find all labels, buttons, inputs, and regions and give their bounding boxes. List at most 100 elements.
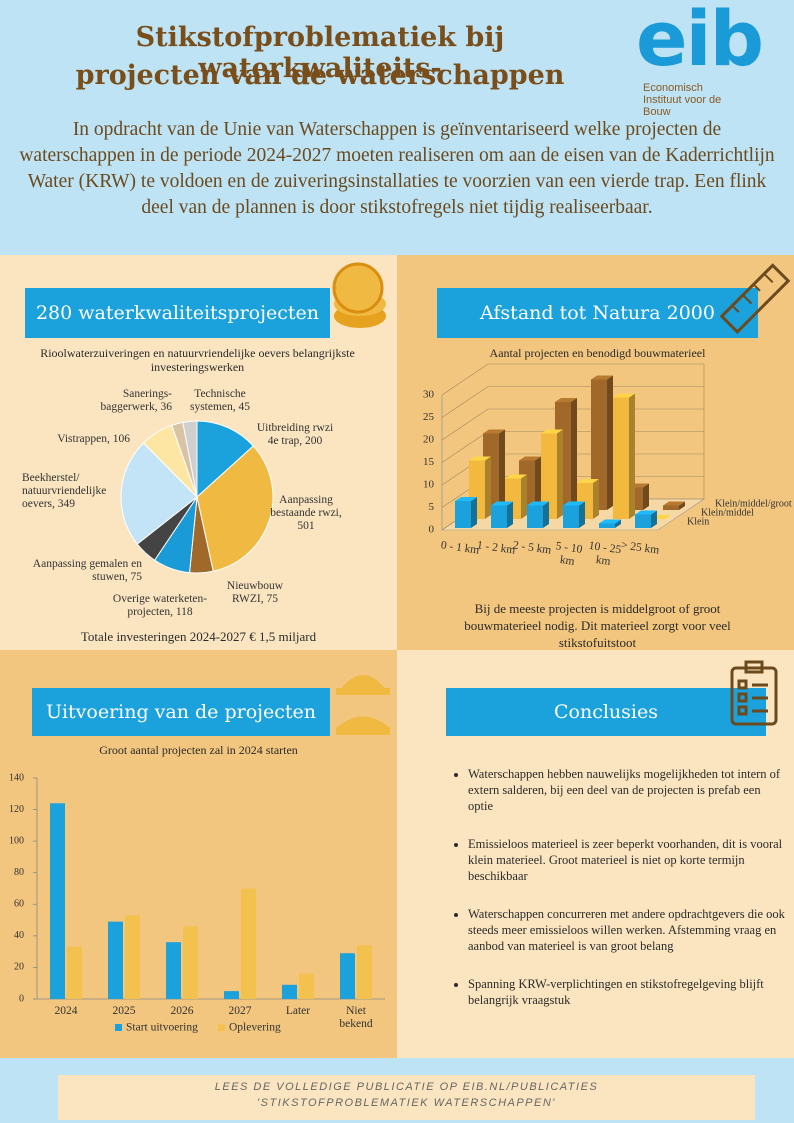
pie-slice <box>120 442 198 545</box>
legend-label: Oplevering <box>229 1022 281 1034</box>
bar <box>125 915 140 999</box>
pie-slice <box>196 420 255 499</box>
bar <box>491 505 507 528</box>
slice-label: Technische systemen, 45 <box>189 388 251 413</box>
bar-side <box>471 497 477 528</box>
bar-side <box>643 483 649 510</box>
bar <box>50 803 65 999</box>
bar <box>599 523 615 528</box>
icon-coins <box>332 262 386 328</box>
bar-top <box>635 510 657 515</box>
x-tick-label: 2025 <box>112 1005 136 1017</box>
bar <box>108 921 123 999</box>
bar-top <box>591 375 613 380</box>
conclusion-item: Emissieloos materieel is zeer beperkt vo… <box>468 836 788 884</box>
bar <box>241 888 256 999</box>
bar-top <box>577 479 599 483</box>
pie-slice <box>196 445 274 572</box>
section-heading: 280 waterkwaliteitsprojecten <box>25 288 330 338</box>
conclusion-item: Waterschappen hebben nauwelijks mogelijk… <box>468 766 788 814</box>
bar-top <box>541 429 563 434</box>
title: Stikstofproblematiek bij waterkwaliteits… <box>135 22 505 84</box>
bar-top <box>555 398 577 402</box>
bar <box>166 942 181 999</box>
bar <box>224 991 239 999</box>
chart-subtitle: Rioolwaterzuiveringen en natuurvriendeli… <box>40 346 355 374</box>
legend-label: Klein/middel/groot <box>715 498 792 509</box>
bar <box>613 397 629 519</box>
slice-label: Nieuwbouw RWZI, 75 <box>226 580 284 605</box>
bar <box>663 505 679 510</box>
bar <box>563 505 579 528</box>
bar <box>340 953 355 999</box>
y-tick-label: 15 <box>423 456 435 468</box>
conclusion-item: Waterschappen concurreren met andere opd… <box>468 906 788 954</box>
legend-swatch <box>218 1024 225 1031</box>
y-tick-label: 120 <box>9 804 24 815</box>
slice-label: Overige waterketen-projecten, 118 <box>112 593 208 618</box>
section-heading: Uitvoering van de projecten <box>32 688 330 736</box>
conclusion-item: Spanning KRW-verplichtingen en stikstofr… <box>468 976 788 1008</box>
logo-subtitle: Economisch Instituut voor de Bouw <box>643 82 722 118</box>
bar-side <box>579 501 585 528</box>
legend-label: Start uitvoering <box>126 1022 198 1034</box>
bar <box>455 501 471 528</box>
title: projecten van de waterschappen <box>75 60 565 91</box>
bar-side <box>557 429 563 519</box>
y-tick-label: 0 <box>19 993 24 1004</box>
bar <box>183 926 198 999</box>
section-heading: Conclusies <box>446 688 766 736</box>
y-tick-label: 20 <box>423 434 435 446</box>
bar <box>299 973 314 999</box>
y-tick-label: 20 <box>14 962 24 973</box>
bar-top <box>663 501 685 506</box>
slice-label: Vistrappen, 106 <box>57 433 130 445</box>
slice-label: Aanpassing bestaande rwzi, 501 <box>270 494 342 532</box>
bar <box>591 379 607 510</box>
bar-side <box>499 429 505 510</box>
bar-top <box>491 501 513 506</box>
y-tick-label: 10 <box>423 479 435 491</box>
bar-side <box>543 501 549 528</box>
footer-text: 'STIKSTOFPROBLEMATIEK WATERSCHAPPEN' <box>257 1097 556 1109</box>
bar-top <box>455 497 477 501</box>
legend-label: Klein <box>687 516 709 527</box>
bar-top <box>469 456 491 461</box>
icon-clipboard <box>730 660 778 726</box>
intro: In opdracht van de Unie van Waterschappe… <box>19 119 775 218</box>
bar-top <box>613 393 635 398</box>
legend-label: Klein/middel <box>701 507 754 518</box>
bar-side <box>593 479 599 519</box>
chart-subtitle: Groot aantal projecten zal in 2024 start… <box>99 743 298 757</box>
icon-worker <box>336 675 390 735</box>
chart-note: Bij de meeste projecten is middelgroot o… <box>464 601 731 650</box>
y-tick-label: 140 <box>9 772 24 783</box>
bar <box>541 433 557 519</box>
y-tick-label: 5 <box>429 501 435 513</box>
y-tick-label: 0 <box>429 524 435 536</box>
y-tick-label: 25 <box>423 411 435 423</box>
bar <box>67 946 82 999</box>
chart-subtitle: Aantal projecten en benodigd bouwmaterie… <box>489 346 706 360</box>
bar-side <box>629 393 635 519</box>
section-heading: Afstand tot Natura 2000 <box>437 288 758 338</box>
x-tick-label: 2026 <box>170 1005 194 1017</box>
pie-slice <box>182 420 198 498</box>
bar-top <box>483 429 505 434</box>
bar-top <box>599 519 621 524</box>
y-tick-label: 30 <box>423 389 435 401</box>
bar-side <box>485 456 491 519</box>
slice-label: Beekherstel/ natuurvriendelijke oevers, … <box>22 472 107 510</box>
y-tick-label: 60 <box>14 899 24 910</box>
icon-ruler <box>719 263 791 334</box>
bar-side <box>535 456 541 510</box>
x-tick-label: 2024 <box>54 1005 78 1017</box>
bar-side <box>507 501 513 528</box>
bar <box>527 505 543 528</box>
chart-note: Totale investeringen 2024-2027 € 1,5 mil… <box>80 629 317 644</box>
bar-top <box>527 501 549 506</box>
y-tick-label: 80 <box>14 867 24 878</box>
logo: eib <box>636 0 764 83</box>
bar-side <box>521 474 527 519</box>
